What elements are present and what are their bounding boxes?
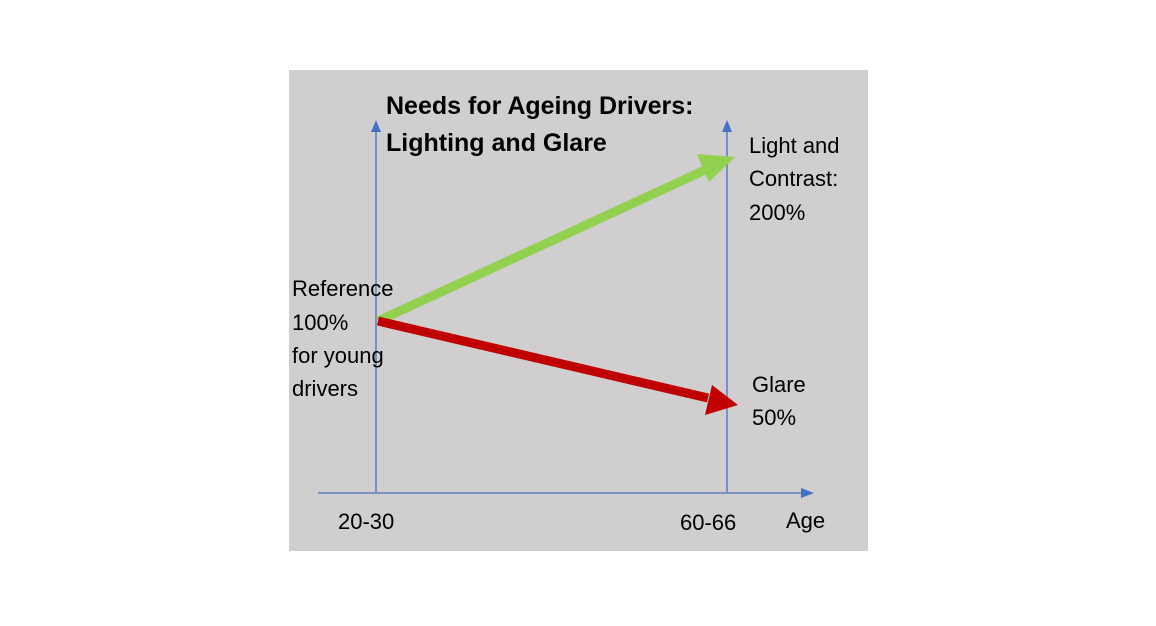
light-contrast-arrowhead [697, 154, 735, 182]
light-contrast-arrow [376, 165, 707, 326]
glare-arrow [376, 316, 710, 403]
reference-label-line-4: drivers [292, 376, 358, 401]
light-contrast-label-line-3: 200% [749, 200, 805, 225]
left-axis-arrowhead [371, 120, 381, 132]
right-axis-arrowhead [722, 120, 732, 132]
glare-label-line-2: 50% [752, 405, 796, 430]
diagram-panel [289, 70, 868, 551]
reference-label-line-3: for young [292, 343, 384, 368]
x-axis-label: Age [786, 508, 825, 533]
reference-label-line-1: Reference [292, 276, 394, 301]
glare-arrowhead [705, 385, 738, 415]
x-tick-end-label: 60-66 [680, 510, 736, 535]
light-contrast-label-line-2: Contrast: [749, 166, 838, 191]
diagram-title-line-1: Needs for Ageing Drivers: [386, 92, 693, 120]
x-tick-start-label: 20-30 [338, 509, 394, 534]
x-axis-arrowhead [801, 488, 814, 498]
glare-label-line-1: Glare [752, 372, 806, 397]
reference-label-line-2: 100% [292, 310, 348, 335]
diagram-title-line-2: Lighting and Glare [386, 129, 607, 157]
light-contrast-label-line-1: Light and [749, 133, 840, 158]
